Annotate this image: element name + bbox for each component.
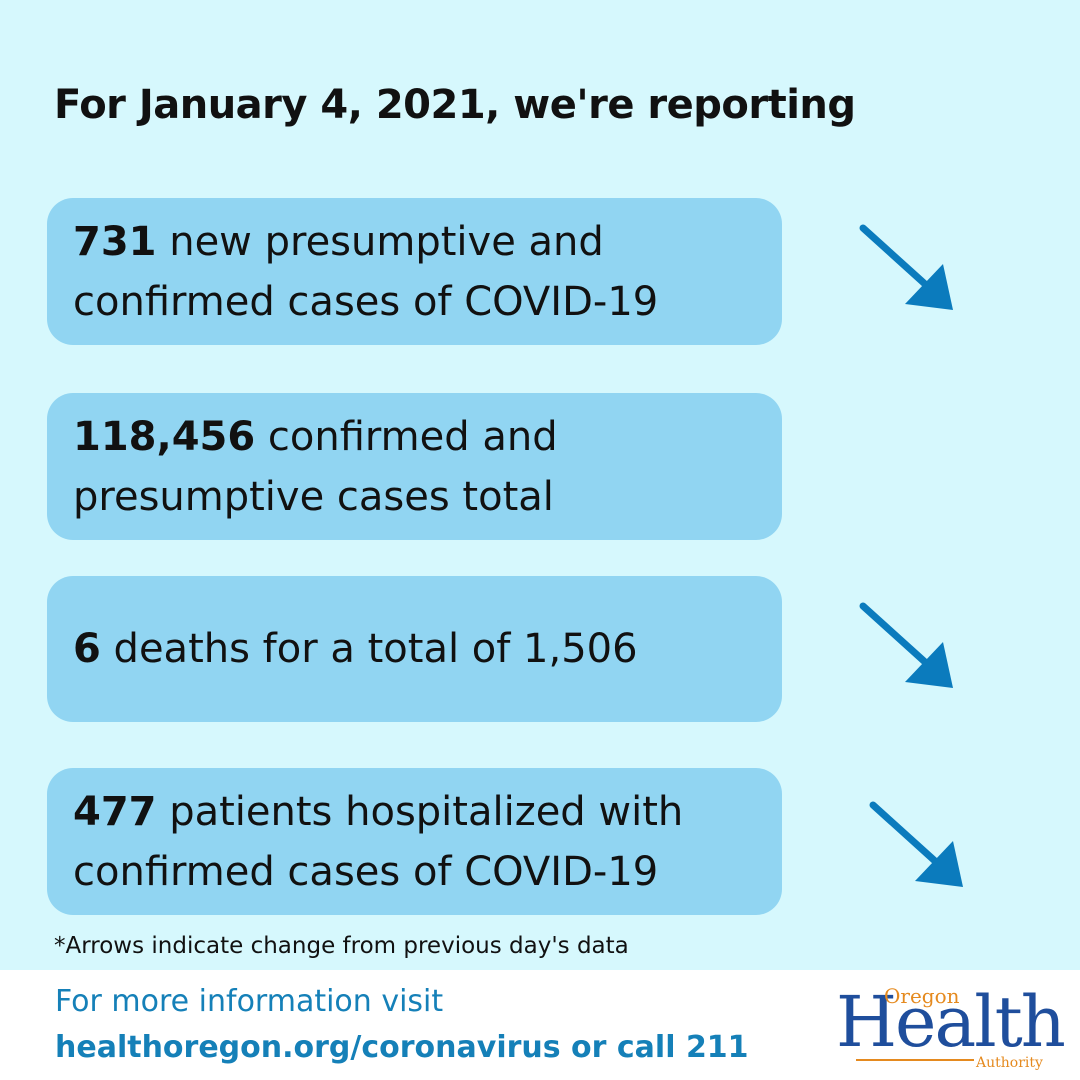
stat-description: deaths for a total of 1,506 [100, 626, 638, 672]
stat-text: 118,456 confirmed and presumptive cases … [73, 407, 763, 527]
page-title: For January 4, 2021, we're reporting [54, 82, 856, 128]
logo-oregon-text: Oregon [884, 984, 960, 1008]
stat-description: patients hospitalized with confirmed cas… [73, 788, 684, 895]
stat-number: 118,456 [73, 413, 256, 460]
trend-down-arrow-icon [869, 801, 963, 887]
stat-number: 477 [73, 788, 157, 835]
stat-number: 6 [73, 626, 101, 672]
stat-card-deaths: 6 deaths for a total of 1,506 [47, 576, 782, 722]
logo-rule [856, 1059, 974, 1061]
logo-health-text: Health [836, 981, 1066, 1063]
footer: For more information visit healthoregon.… [0, 970, 1080, 1080]
stat-text: 6 deaths for a total of 1,506 [73, 619, 763, 679]
arrows-footnote: *Arrows indicate change from previous da… [54, 933, 629, 959]
logo-authority-text: Authority [976, 1055, 1043, 1071]
stat-description: confirmed and presumptive cases total [73, 413, 558, 520]
stat-card-new-cases: 731 new presumptive and confirmed cases … [47, 198, 782, 345]
stat-text: 731 new presumptive and confirmed cases … [73, 212, 763, 332]
stat-text: 477 patients hospitalized with confirmed… [73, 782, 763, 902]
footer-info-text: For more information visit [55, 984, 444, 1019]
trend-down-arrow-icon [859, 224, 953, 310]
footer-link-text[interactable]: healthoregon.org/coronavirus or call 211 [55, 1030, 749, 1065]
stat-number: 731 [73, 218, 157, 265]
trend-down-arrow-icon [859, 602, 953, 688]
stat-description: new presumptive and confirmed cases of C… [73, 218, 659, 325]
stat-card-total-cases: 118,456 confirmed and presumptive cases … [47, 393, 782, 540]
oregon-health-authority-logo: Health Oregon Authority [836, 980, 1066, 1076]
stat-card-hospitalized: 477 patients hospitalized with confirmed… [47, 768, 782, 915]
